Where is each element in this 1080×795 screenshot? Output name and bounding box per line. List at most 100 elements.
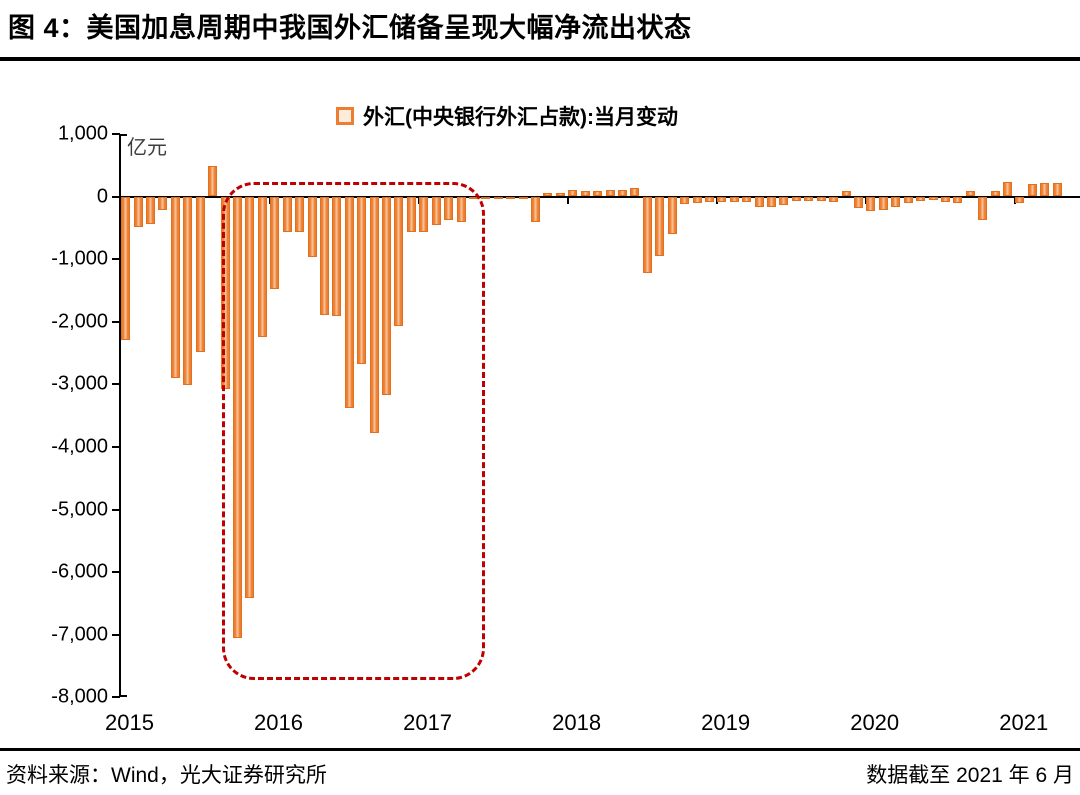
- bar-2016-12: [406, 196, 416, 232]
- y-axis-top-cap: [121, 133, 127, 136]
- bar-2015-06: [183, 196, 193, 385]
- bar-2020-11: [990, 190, 1000, 197]
- bar-2019-01: [717, 196, 727, 202]
- year-tick: [864, 196, 867, 204]
- bar-2020-07: [940, 196, 950, 203]
- bar-2016-10: [382, 196, 392, 395]
- bar-2018-05: [618, 190, 627, 197]
- bar-2019-04: [754, 196, 764, 207]
- y-tick: [112, 195, 120, 198]
- page-title: 图 4：美国加息周期中我国外汇储备呈现大幅净流出状态: [8, 13, 692, 43]
- bar-2017-06: [481, 196, 491, 199]
- year-tick: [715, 196, 718, 204]
- y-tick-label: -4,000: [51, 435, 108, 458]
- y-tick: [112, 508, 120, 511]
- bar-2016-05: [319, 196, 329, 315]
- bar-2016-11: [394, 196, 404, 327]
- bar-2020-10: [978, 196, 988, 221]
- bar-2017-07: [493, 196, 503, 200]
- bar-2015-07: [195, 196, 205, 353]
- bar-2020-03: [891, 196, 901, 208]
- bar-2021-04: [1052, 183, 1062, 197]
- bar-2018-09: [667, 196, 677, 235]
- bar-2018-03: [593, 190, 603, 197]
- bar-2019-03: [742, 196, 752, 202]
- y-tick-label: -8,000: [51, 685, 108, 708]
- bar-2020-04: [903, 196, 913, 204]
- year-tick: [268, 196, 271, 204]
- bar-2020-12: [1003, 182, 1013, 197]
- bar-2017-10: [531, 196, 541, 223]
- bar-2015-03: [146, 196, 156, 225]
- y-tick-label: 0: [96, 185, 108, 207]
- bar-2016-04: [307, 196, 317, 258]
- bar-2016-09: [369, 196, 379, 434]
- zero-line: [119, 195, 1080, 198]
- y-tick: [112, 571, 120, 574]
- bar-2019-05: [767, 196, 777, 207]
- bar-2017-11: [543, 193, 553, 197]
- bar-2020-01: [866, 196, 876, 212]
- y-axis-line: [119, 133, 121, 698]
- bar-2016-08: [357, 196, 367, 365]
- bar-2015-08: [208, 165, 218, 197]
- year-label: 2018: [552, 710, 602, 735]
- y-tick-label: -6,000: [51, 560, 108, 583]
- bar-2015-01: [121, 196, 131, 341]
- year-tick: [417, 196, 420, 204]
- footer-divider: [0, 748, 1080, 751]
- year-tick: [566, 196, 569, 204]
- bar-2019-09: [816, 196, 826, 201]
- bar-2017-03: [444, 196, 454, 220]
- y-tick: [112, 696, 120, 699]
- y-tick-label: 1,000: [57, 122, 108, 145]
- bar-2016-01: [270, 196, 280, 289]
- bar-2016-06: [332, 196, 342, 317]
- y-tick-label: -3,000: [51, 372, 108, 395]
- y-tick: [112, 383, 120, 386]
- y-tick-label: -1,000: [51, 247, 108, 270]
- bar-2015-09: [220, 196, 230, 390]
- bar-2019-11: [841, 191, 851, 197]
- y-tick-label: -2,000: [51, 310, 108, 333]
- bar-2016-02: [282, 196, 292, 232]
- bar-2020-05: [916, 196, 926, 201]
- bar-2017-09: [518, 196, 528, 199]
- legend-label: 外汇(中央银行外汇占款):当月变动: [363, 106, 678, 129]
- source-note: 资料来源：Wind，光大证券研究所: [6, 764, 327, 787]
- bar-2017-08: [506, 196, 516, 199]
- bar-2015-12: [257, 196, 267, 338]
- bar-2015-02: [133, 196, 143, 228]
- bar-2018-08: [655, 196, 665, 256]
- bar-2018-02: [580, 190, 590, 197]
- year-label: 2015: [105, 710, 154, 735]
- y-tick: [112, 633, 120, 636]
- bar-2020-08: [953, 196, 963, 204]
- bar-2017-01: [419, 196, 429, 232]
- footer: 资料来源：Wind，光大证券研究所 数据截至 2021 年 6 月: [0, 759, 1080, 789]
- year-label: 2020: [850, 710, 900, 735]
- bar-2019-08: [804, 196, 814, 202]
- bar-2019-12: [853, 196, 863, 209]
- bar-2017-12: [555, 193, 565, 197]
- bar-2019-02: [729, 196, 739, 202]
- bar-2018-06: [630, 187, 640, 197]
- y-tick-label: -7,000: [51, 623, 108, 646]
- bar-2021-02: [1027, 184, 1037, 197]
- year-label: 2021: [999, 710, 1049, 735]
- bar-2020-06: [928, 196, 938, 201]
- bar-2020-09: [965, 191, 975, 197]
- bar-2021-03: [1040, 183, 1050, 197]
- bar-2018-12: [704, 196, 714, 203]
- axis-unit-label: 亿元: [127, 137, 167, 159]
- y-tick: [112, 445, 120, 448]
- year-label: 2019: [701, 710, 751, 735]
- y-tick: [112, 320, 120, 323]
- chart-legend: 外汇(中央银行外汇占款):当月变动: [336, 101, 678, 131]
- title-divider: [0, 57, 1080, 61]
- data-cutoff-note: 数据截至 2021 年 6 月: [866, 764, 1074, 787]
- bar-2015-04: [158, 196, 168, 210]
- y-tick-label: -5,000: [51, 498, 108, 520]
- bar-2016-07: [344, 196, 354, 408]
- bar-2021-01: [1015, 196, 1025, 204]
